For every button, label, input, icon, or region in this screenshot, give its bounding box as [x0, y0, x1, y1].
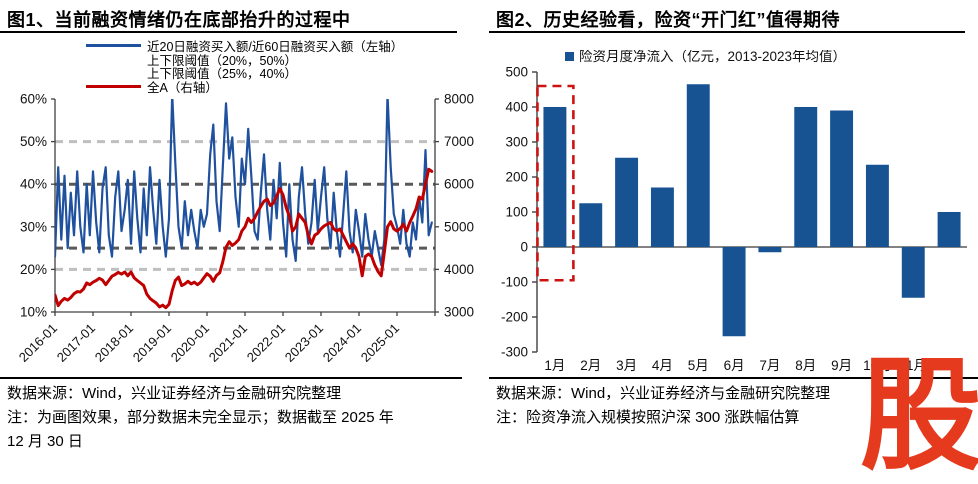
series-group [55, 99, 434, 310]
bar-chart: 险资月度净流入（亿元，2013-2023年均值） 500 400 300 200 100 0… [501, 50, 967, 373]
bar [901, 247, 925, 298]
legend-label: 近20日融资买入额/近60日融资买入额（左轴） [147, 40, 404, 55]
bar-x-label: 10月 [863, 358, 892, 373]
figure1-panel: 图1、当前融资情绪仍在底部抬升的过程中 近20日融资买入额/近60日融资买入额（… [0, 0, 489, 455]
left-tick-label: 10% [20, 305, 47, 320]
x-tick-label: 2018-01 [92, 321, 136, 365]
x-tick-label: 2023-01 [282, 321, 326, 365]
bar [865, 164, 889, 247]
legend-row: 上下限阈值（20%，50%） [86, 53, 403, 68]
quan-a-line [55, 167, 434, 310]
figure2-notes: 数据来源：Wind，兴业证券经济与金融研究院整理 注：险资净流入规模按照沪深 3… [496, 382, 830, 430]
bar-x-label: 6月 [724, 358, 745, 373]
figure1-title: 图1、当前融资情绪仍在底部抬升的过程中 [7, 10, 351, 30]
line-chart-legend: 近20日融资买入额/近60日融资买入额（左轴） 上下限阈值（20%，50%） 上下限… [86, 39, 404, 95]
bar [686, 84, 710, 247]
bar-x-label: 5月 [688, 358, 709, 373]
dashed-line-swatch [86, 71, 141, 74]
bar-y-tick-label: 400 [505, 100, 528, 115]
figure1-note-line1: 注：为画图效果，部分数据未完全显示；数据截至 2025 年 [7, 409, 394, 426]
figure2-source: 数据来源：Wind，兴业证券经济与金融研究院整理 [496, 385, 831, 402]
figure1-title-rule [0, 31, 457, 33]
right-tick-label: 4000 [444, 262, 474, 277]
bar-x-label: 4月 [652, 358, 673, 373]
bar-x-label: 2月 [580, 358, 601, 373]
bar-legend-swatch [565, 52, 574, 61]
figure1-note-line2: 12 月 30 日 [7, 433, 83, 450]
x-tick-label: 2020-01 [168, 321, 212, 365]
bar-y-tick-label: -200 [501, 310, 528, 325]
bar [722, 247, 746, 337]
bar [615, 157, 639, 247]
left-tick-label: 20% [20, 262, 47, 277]
bar-y-tick-label: 300 [505, 135, 528, 150]
legend-label: 上下限阈值（20%，50%） [147, 53, 298, 68]
bar [543, 107, 567, 247]
bar [579, 203, 603, 247]
right-tick-label: 5000 [444, 219, 474, 234]
bar-legend-label: 险资月度净流入（亿元，2013-2023年均值） [579, 50, 846, 64]
line-chart: 10% 20% 30% 40% 50% 60% 3000 4000 5000 6000 7000 80… [16, 92, 474, 365]
left-tick-label: 30% [20, 219, 47, 234]
bar-y-tick-label: 0 [520, 240, 528, 255]
figure2-title: 图2、历史经验看，险资“开门红”值得期待 [496, 10, 841, 30]
right-tick-label: 3000 [444, 305, 474, 320]
figure2-panel: 图2、历史经验看，险资“开门红”值得期待 险资月度净流入（亿元，2013-202… [489, 0, 978, 477]
x-tick-label: 2016-01 [16, 321, 60, 365]
legend-label: 全A（右轴） [147, 80, 218, 95]
legend-row: 近20日融资买入额/近60日融资买入额（左轴） [86, 39, 404, 55]
figure2-note-line1: 注：险资净流入规模按照沪深 300 涨跌幅估算 [496, 409, 800, 426]
x-tick-label: 2024-01 [320, 321, 364, 365]
left-tick-label: 50% [20, 134, 47, 149]
x-tick-label: 2025-01 [358, 321, 402, 365]
bar-x-label: 11月 [899, 358, 927, 373]
x-tick-label: 2022-01 [244, 321, 288, 365]
x-tick-label: 2019-01 [130, 321, 174, 365]
left-tick-label: 40% [20, 177, 47, 192]
figure2-title-rule [489, 31, 965, 33]
bar-y-tick-label: -300 [501, 345, 528, 360]
financing-ratio-line [55, 99, 433, 267]
x-tick-label: 2017-01 [54, 321, 98, 365]
bar [830, 110, 854, 247]
bar-x-label: 8月 [795, 358, 816, 373]
legend-row: 上下限阈值（25%，40%） [86, 66, 403, 82]
bar-x-label: 7月 [759, 358, 780, 373]
right-tick-label: 7000 [444, 134, 474, 149]
x-tick-label: 2021-01 [206, 321, 250, 365]
dashed-line-swatch [86, 58, 141, 61]
right-tick-label: 8000 [444, 92, 474, 107]
bar [758, 247, 782, 253]
figure1-source: 数据来源：Wind，兴业证券经济与金融研究院整理 [7, 385, 342, 402]
figure1-note-rule [0, 377, 462, 379]
bar-x-label: 12月 [935, 358, 964, 373]
bar-y-tick-label: 500 [505, 65, 528, 80]
figure2-note-rule [489, 377, 978, 379]
red-stock-watermark: 股 [860, 348, 978, 484]
bar-y-tick-label: 200 [505, 170, 528, 185]
bar-x-label: 9月 [831, 358, 852, 373]
legend-label: 上下限阈值（25%，40%） [147, 67, 298, 82]
figure1-notes: 数据来源：Wind，兴业证券经济与金融研究院整理 注：为画图效果，部分数据未完全… [7, 382, 394, 454]
line-swatch [86, 84, 141, 88]
right-tick-label: 6000 [444, 177, 474, 192]
january-highlight-box [536, 84, 575, 282]
legend-row: 全A（右轴） [86, 80, 403, 95]
bar [937, 212, 961, 247]
bar [650, 187, 674, 247]
bar-y-tick-label: 100 [505, 205, 528, 220]
bar-x-label: 3月 [616, 358, 637, 373]
bar [794, 107, 818, 247]
left-tick-label: 60% [20, 92, 47, 107]
line-swatch [86, 44, 141, 48]
bar-x-label: 1月 [544, 358, 565, 373]
bar-y-tick-label: -100 [501, 275, 528, 290]
